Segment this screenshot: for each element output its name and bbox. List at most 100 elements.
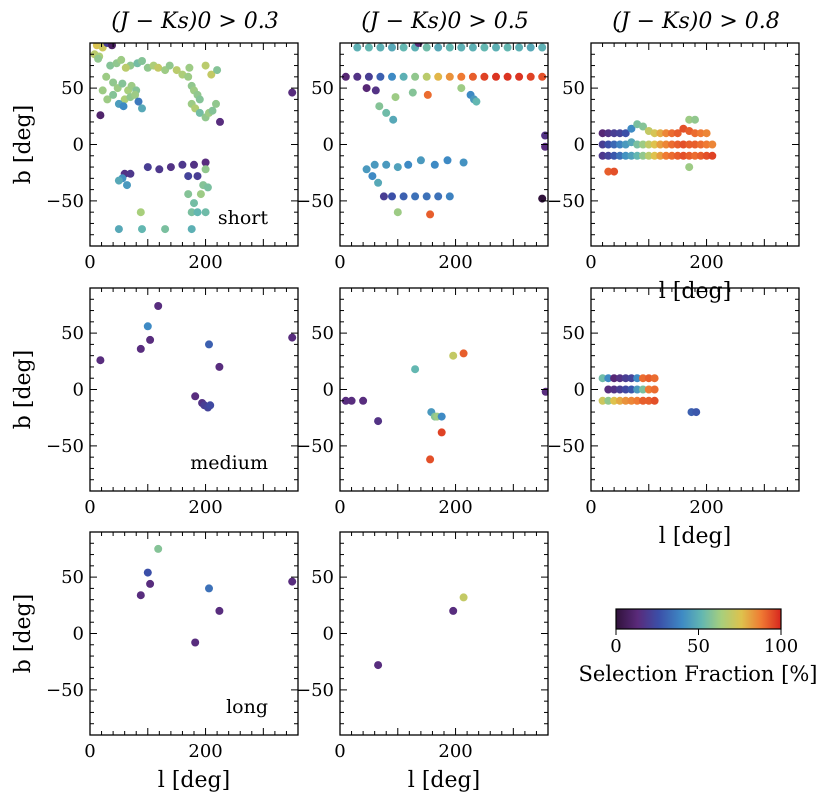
data-point [685, 151, 694, 160]
data-point [341, 396, 350, 405]
data-point [215, 362, 224, 371]
data-point [216, 117, 224, 126]
data-point [691, 140, 699, 149]
data-point [96, 111, 105, 120]
y-tick-label: 50 [562, 323, 585, 344]
data-point [98, 86, 107, 95]
data-point [364, 72, 373, 81]
data-point [353, 43, 362, 52]
data-point [399, 192, 408, 201]
data-point [644, 151, 653, 160]
data-point [195, 95, 204, 104]
x-tick-label: 0 [334, 497, 345, 518]
y-tick-label: −50 [547, 191, 585, 212]
data-point [667, 151, 676, 160]
data-point [191, 638, 200, 647]
data-point [154, 302, 163, 310]
data-point [644, 396, 653, 405]
data-point [644, 385, 653, 394]
data-point [109, 78, 118, 87]
data-point [389, 115, 398, 124]
data-point [399, 43, 408, 52]
data-point [208, 106, 217, 115]
data-point [627, 374, 636, 383]
x-tick-label: 0 [585, 252, 596, 273]
y-tick-label: 0 [73, 380, 84, 401]
y-tick-label: −50 [46, 436, 84, 457]
data-point [639, 151, 647, 160]
data-point [515, 72, 524, 81]
data-point [379, 192, 388, 201]
data-point [538, 194, 547, 203]
data-point [119, 102, 128, 111]
scatter-points [598, 115, 717, 176]
data-point [627, 151, 636, 160]
x-tick-label: 200 [188, 252, 222, 273]
data-point [191, 392, 200, 401]
data-point [650, 151, 659, 160]
data-point [288, 577, 297, 586]
data-point [195, 108, 204, 117]
y-tick-label: 50 [61, 323, 84, 344]
data-point [166, 163, 175, 172]
data-point [656, 129, 665, 138]
data-point [154, 544, 163, 553]
data-point [374, 417, 383, 426]
data-point [184, 172, 193, 181]
data-point [376, 43, 385, 52]
data-point [621, 151, 630, 160]
data-point [138, 225, 146, 234]
data-point [639, 122, 647, 131]
colorbar-tick-label-100: 100 [764, 636, 798, 657]
colorbar-gradient [615, 608, 782, 630]
x-tick-label: 200 [689, 252, 723, 273]
data-point [457, 43, 466, 52]
data-point [610, 140, 619, 149]
data-point [604, 374, 613, 383]
data-point [187, 208, 196, 217]
data-point [121, 63, 130, 72]
row-tag-short: short [218, 207, 269, 229]
data-point [679, 151, 688, 160]
data-point [185, 63, 194, 72]
data-point [667, 129, 676, 138]
colorbar-tick-label-0: 0 [610, 636, 621, 657]
data-point [538, 72, 547, 81]
data-point [411, 72, 420, 81]
data-point [382, 108, 391, 117]
data-point [96, 356, 105, 365]
data-point [492, 43, 500, 52]
x-tick-label: 0 [334, 252, 345, 273]
data-point [143, 322, 152, 331]
y-tick-label: −50 [46, 191, 84, 212]
data-point [691, 129, 699, 138]
data-point [650, 129, 659, 138]
data-point [155, 165, 164, 174]
data-point [187, 225, 196, 234]
data-point [503, 43, 512, 52]
row-tag-medium: medium [190, 452, 268, 474]
data-point [449, 351, 458, 360]
panel-r1-c2: 0 200 50 0 −50 l [deg] [547, 287, 800, 549]
data-point [347, 396, 356, 405]
data-point [615, 129, 624, 138]
data-point [610, 385, 619, 394]
data-point [201, 208, 210, 217]
data-point [696, 151, 705, 160]
y-tick-label: 50 [311, 78, 334, 99]
data-point [288, 333, 297, 342]
data-point [702, 151, 711, 160]
scatter-points [136, 544, 297, 647]
data-point [341, 72, 350, 81]
data-point [445, 192, 454, 201]
y-tick-label: 0 [323, 380, 334, 401]
data-point [362, 165, 371, 174]
data-point [633, 151, 642, 160]
data-point [393, 208, 402, 217]
data-point [368, 172, 377, 181]
x-tick-label: 200 [438, 497, 472, 518]
data-point [193, 208, 202, 217]
data-point [650, 396, 659, 405]
